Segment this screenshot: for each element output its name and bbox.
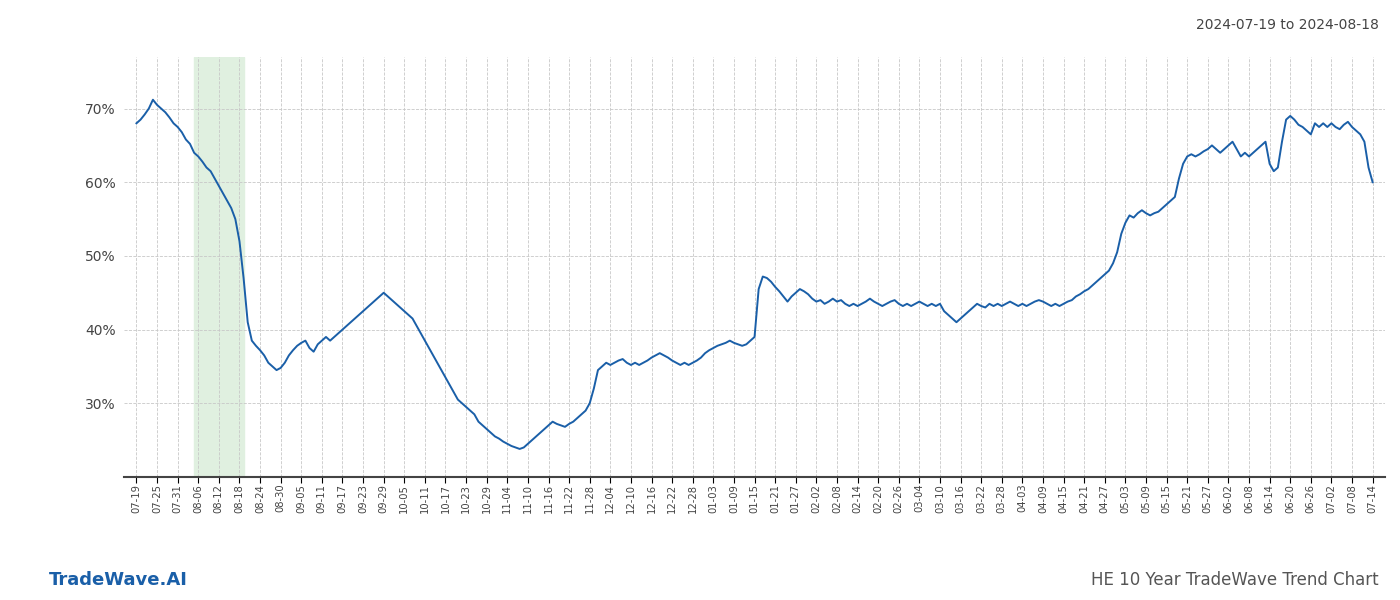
Text: TradeWave.AI: TradeWave.AI: [49, 571, 188, 589]
Text: 2024-07-19 to 2024-08-18: 2024-07-19 to 2024-08-18: [1196, 18, 1379, 32]
Text: HE 10 Year TradeWave Trend Chart: HE 10 Year TradeWave Trend Chart: [1092, 571, 1379, 589]
Bar: [195, 57, 244, 477]
